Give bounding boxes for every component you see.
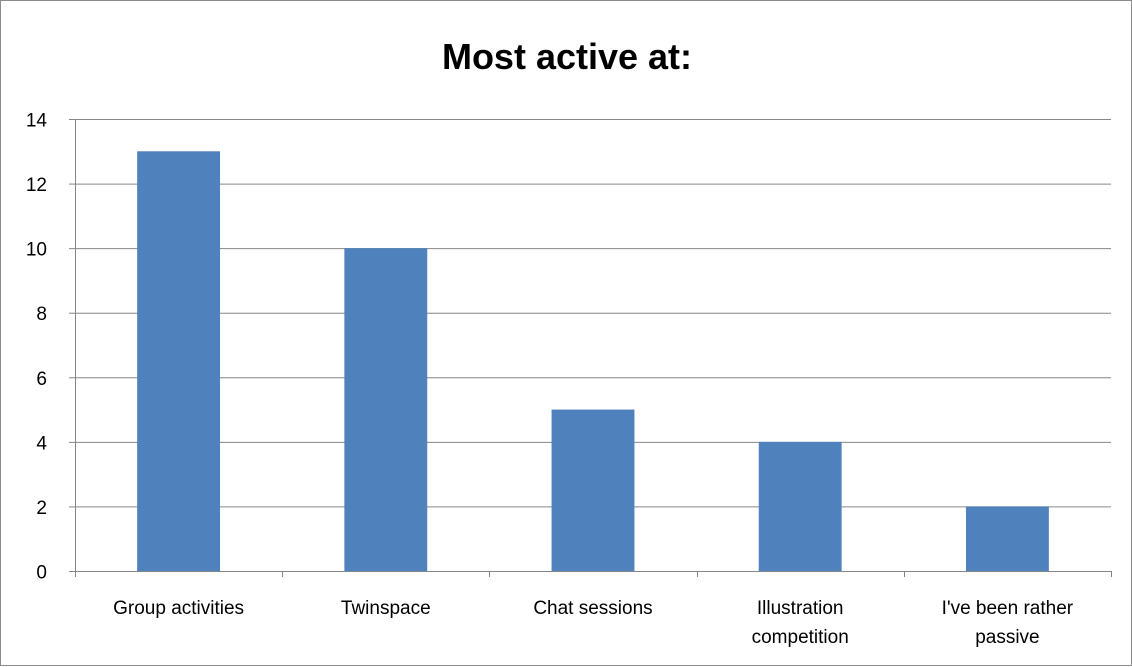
x-tick-label: Illustration (757, 598, 844, 619)
y-tick-label: 8 (36, 304, 47, 325)
bar (965, 506, 1049, 571)
y-tick-label: 14 (26, 111, 48, 132)
x-tick-label: Twinspace (341, 598, 431, 619)
tick-labels: 0 2 4 6 8 10 12 14 Group activities Twinspace Chat… (26, 111, 1074, 649)
y-tick-label: 6 (36, 369, 47, 390)
x-tick-label: Group activities (113, 598, 244, 619)
y-tick-label: 4 (36, 433, 47, 454)
bar (344, 248, 428, 571)
bar (551, 409, 635, 571)
y-tick-label: 12 (26, 175, 47, 196)
y-tick-label: 0 (36, 563, 47, 584)
bar (137, 151, 221, 572)
chart-title: Most active at: (441, 36, 693, 77)
x-tick-label: passive (975, 627, 1039, 648)
bars (137, 151, 1049, 572)
y-tick-label: 10 (26, 240, 47, 261)
bar (758, 441, 842, 571)
x-tick-label: I've been rather (942, 598, 1074, 619)
y-tick-label: 2 (36, 498, 47, 519)
x-tick-label: competition (752, 627, 849, 648)
axes (69, 119, 1112, 577)
x-tick-label: Chat sessions (533, 598, 652, 619)
